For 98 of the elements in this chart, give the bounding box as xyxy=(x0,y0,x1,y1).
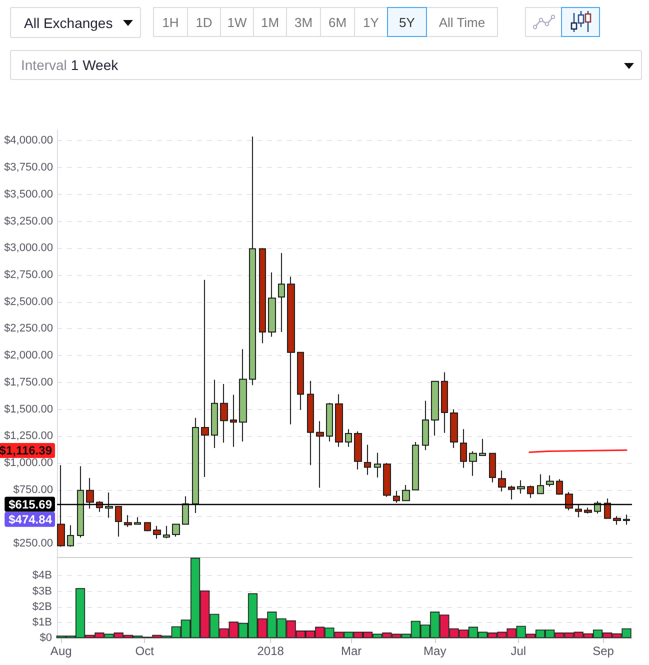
candlestick xyxy=(498,470,506,492)
candlestick xyxy=(316,420,324,488)
button: 1W xyxy=(220,7,254,37)
candlestick xyxy=(86,478,94,510)
candlestick xyxy=(115,505,122,538)
candlestick xyxy=(239,348,247,442)
y-tick-label: $3,500.00 xyxy=(4,188,53,200)
candlestick xyxy=(441,372,448,434)
button: 1D xyxy=(187,7,221,37)
y-tick-label: $1,000.00 xyxy=(4,457,53,470)
candlestick xyxy=(393,490,400,504)
candlestick xyxy=(268,272,276,338)
candlestick xyxy=(412,442,419,490)
dropdown: Interval 1 Week xyxy=(10,50,642,80)
candlestick xyxy=(249,136,256,386)
candlestick xyxy=(335,394,343,448)
candlestick xyxy=(613,516,621,526)
candlestick xyxy=(67,524,74,548)
candlestick xyxy=(460,428,467,468)
candlestick xyxy=(565,492,573,511)
button: 6M xyxy=(320,7,355,37)
y-tick-label: $1B xyxy=(32,616,52,628)
candlestick xyxy=(354,430,362,470)
candlestick xyxy=(584,507,592,514)
y-tick-label: $2,250.00 xyxy=(4,322,53,335)
y-tick-label: $1,500.00 xyxy=(4,403,53,416)
x-tick-label: Jul xyxy=(510,644,526,658)
candlestick xyxy=(297,352,304,410)
candlestick xyxy=(402,484,410,502)
candlestick xyxy=(153,525,161,540)
candlestick xyxy=(364,444,371,476)
candlestick xyxy=(479,438,486,457)
candlestick xyxy=(489,452,496,483)
candlestick xyxy=(124,514,132,528)
candlestick xyxy=(144,522,151,532)
candlestick xyxy=(182,496,189,526)
y-tick-label: $2,000.00 xyxy=(4,350,53,362)
dropdown: All Exchanges xyxy=(10,7,141,38)
candlestick xyxy=(537,474,544,494)
y-tick-label: $3B xyxy=(32,585,52,598)
candlestick xyxy=(77,466,84,538)
text: $474.84 xyxy=(8,512,52,526)
y-tick-label: $2,750.00 xyxy=(4,269,53,282)
y-tick-label: $4B xyxy=(32,570,52,582)
button: All Time xyxy=(426,7,498,37)
candlestick xyxy=(307,380,314,466)
y-tick-label: $2,500.00 xyxy=(4,296,53,308)
candlestick xyxy=(450,408,458,448)
candlestick xyxy=(431,380,439,436)
x-tick-label: Mar xyxy=(341,644,362,658)
y-tick-label: $3,750.00 xyxy=(4,162,53,174)
candlestick xyxy=(134,516,141,526)
button: 1M xyxy=(253,7,287,37)
candlestick xyxy=(374,452,381,478)
candlestick xyxy=(220,384,228,444)
button: 3M xyxy=(286,7,321,37)
candlestick xyxy=(383,462,391,498)
candlestick xyxy=(326,402,333,442)
ref-line-label: $615.69 xyxy=(8,497,52,512)
y-tick-label: $250.00 xyxy=(13,538,53,550)
candlestick xyxy=(259,248,266,344)
candlestick xyxy=(508,485,515,500)
x-tick-label: Sep xyxy=(592,644,614,658)
candlestick xyxy=(172,524,180,538)
x-tick-label: 2018 xyxy=(257,644,284,658)
candlestick xyxy=(575,504,582,518)
y-tick-label: $0 xyxy=(40,632,52,644)
candlestick xyxy=(546,474,554,488)
y-tick-label: $2B xyxy=(32,600,52,613)
candlestick xyxy=(230,394,237,448)
y-tick-label: $1,250.00 xyxy=(4,430,53,442)
y-tick-label: $1,750.00 xyxy=(4,376,53,388)
candlestick xyxy=(192,417,199,514)
candlestick xyxy=(556,478,563,496)
y-tick-label: $750.00 xyxy=(13,484,53,496)
x-tick-label: Oct xyxy=(135,644,155,658)
y-tick-label: $3,250.00 xyxy=(4,215,53,228)
candlestick xyxy=(604,498,611,520)
y-tick-label: $3,000.00 xyxy=(4,242,53,254)
candlestick xyxy=(287,276,295,425)
button: 5Y xyxy=(387,7,427,37)
y-tick-label: $4,000.00 xyxy=(4,134,53,147)
button: 1Y xyxy=(354,7,388,37)
candlestick xyxy=(211,379,218,448)
candlestick xyxy=(105,492,113,518)
candlestick xyxy=(527,485,534,498)
candlestick xyxy=(517,480,525,494)
candlestick xyxy=(623,514,630,526)
candlestick xyxy=(469,450,477,476)
candlestick xyxy=(201,279,209,478)
candlestick xyxy=(57,464,65,548)
x-tick-label: May xyxy=(424,644,446,658)
x-tick-label: Aug xyxy=(50,644,72,658)
candlestick xyxy=(163,525,170,539)
candlestick xyxy=(345,428,352,448)
button: 1H xyxy=(153,7,188,37)
candlestick xyxy=(422,400,429,451)
candlestick xyxy=(278,252,285,332)
